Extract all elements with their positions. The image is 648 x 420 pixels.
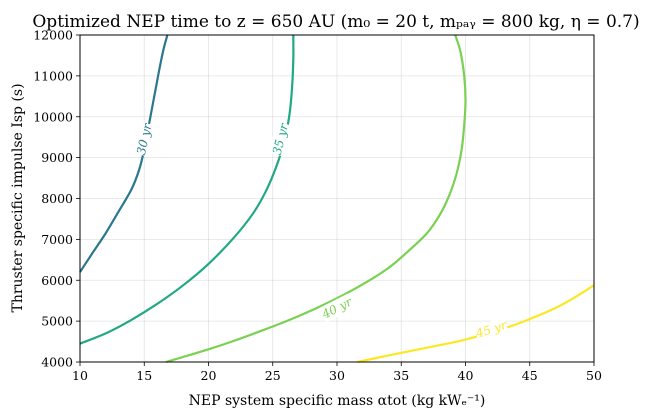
x-tick-label: 10 xyxy=(72,368,88,383)
contour-line-45-yr xyxy=(357,284,595,364)
y-axis-ticks: 4000 5000 6000 7000 8000 9000 10000 11000 12000 xyxy=(33,28,80,370)
contour-label-gap xyxy=(132,121,156,157)
y-tick-label: 12000 xyxy=(33,28,73,43)
contour-line-30-yr xyxy=(79,34,169,273)
x-tick-label: 20 xyxy=(201,368,217,383)
contour-label-group: 30 yr xyxy=(132,121,156,157)
x-axis-ticks: 10 15 20 25 30 35 40 45 50 xyxy=(72,362,602,383)
contour-label-gap xyxy=(319,293,355,323)
x-axis-label: NEP system specific mass αtot (kg kWₑ⁻¹) xyxy=(189,393,486,409)
x-tick-label: 15 xyxy=(136,368,152,383)
y-tick-label: 4000 xyxy=(41,355,73,370)
contour-label-group: 45 yr xyxy=(473,316,510,342)
y-tick-label: 8000 xyxy=(41,191,73,206)
x-tick-label: 40 xyxy=(458,368,474,383)
y-tick-label: 10000 xyxy=(33,109,73,124)
x-tick-label: 30 xyxy=(329,368,345,383)
x-tick-label: 25 xyxy=(265,368,281,383)
chart-title: Optimized NEP time to z = 650 AU (m₀ = 2… xyxy=(32,12,639,32)
y-tick-label: 5000 xyxy=(41,314,73,329)
y-tick-label: 11000 xyxy=(33,68,73,83)
contour-label-gap xyxy=(268,121,293,157)
y-axis-label: Thruster specific impulse Isp (s) xyxy=(10,83,26,312)
contour-label-group: 35 yr xyxy=(268,121,293,157)
x-tick-label: 45 xyxy=(522,368,538,383)
contour-line-35-yr xyxy=(79,34,295,345)
y-tick-label: 7000 xyxy=(41,232,73,247)
contour-label-gap xyxy=(473,316,509,342)
contour-line-40-yr xyxy=(165,34,467,364)
contour-label-30-yr: 30 yr xyxy=(134,121,155,156)
x-tick-label: 35 xyxy=(393,368,409,383)
y-tick-label: 6000 xyxy=(41,273,73,288)
y-tick-label: 9000 xyxy=(41,150,73,165)
x-tick-label: 50 xyxy=(586,368,602,383)
